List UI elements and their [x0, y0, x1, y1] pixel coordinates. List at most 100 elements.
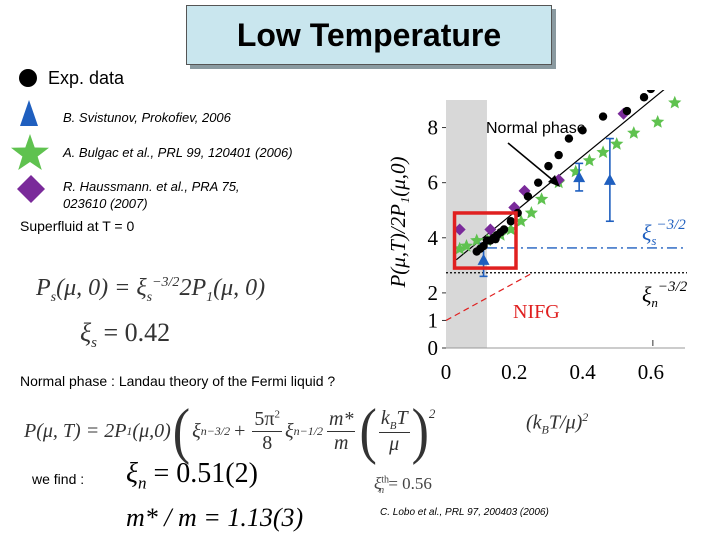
nifg-line [445, 273, 532, 321]
svistunov-point [477, 253, 490, 265]
exp-data-point [533, 178, 543, 187]
x-tick-label: 0.4 [569, 360, 596, 384]
landau-lhs-args: (μ,0) [132, 419, 171, 442]
haussmann-point [484, 223, 497, 236]
y-tick-label: 4 [428, 226, 439, 250]
legend-haussmann-label-1: R. Haussmann. et al., PRA 75, [63, 179, 240, 194]
right-term-sub: B [541, 422, 549, 437]
landau-m-num: m* [327, 407, 356, 432]
landau-xi-1: ξ [192, 419, 201, 442]
bulgac-point [582, 153, 597, 167]
xi-s-annotation: ξs−3/2 [642, 217, 686, 248]
landau-frac-den: 8 [262, 431, 273, 454]
ps-args: (μ, 0) = ξ [56, 275, 147, 301]
y-axis-label: P(μ,T)/2P₁(μ,0) [386, 156, 410, 288]
bulgac-point [627, 126, 641, 139]
landau-kt-sub: B [389, 419, 397, 432]
normal-phase-heading: Normal phase : Landau theory of the Ferm… [20, 373, 336, 389]
bulgac-marker-icon [11, 134, 49, 170]
exp-data-point [646, 90, 655, 94]
landau-lhs-sub: 1 [126, 423, 133, 438]
landau-exp-2: −1/2 [299, 423, 324, 438]
landau-lhs: P(μ, T) = 2P [24, 419, 127, 442]
we-find-label: we find : [32, 471, 85, 487]
bulgac-point [610, 137, 624, 150]
ps-rhs-sub: 1 [206, 289, 214, 305]
page-title: Low Temperature [186, 5, 552, 65]
superfluid-band [446, 100, 487, 348]
landau-kt-t: T [396, 406, 408, 429]
right-term-open: (k [526, 411, 542, 434]
landau-xi-1-sub: n [200, 423, 207, 438]
landau-m-den: m [334, 431, 349, 454]
xin-symbol: ξ [126, 458, 138, 489]
landau-paren-inner-open: ( [359, 396, 377, 466]
xis-formula: ξs = 0.42 [80, 318, 170, 352]
x-tick-label: 0.2 [501, 360, 527, 384]
exp-data-point [554, 150, 563, 160]
x-tick-label: 0 [441, 360, 452, 384]
mass-value: m* / m = 1.13(3) [126, 503, 304, 532]
highlight-box [452, 211, 518, 270]
y-tick-label: 0 [428, 336, 439, 360]
landau-paren-inner-close: ) [411, 396, 429, 466]
nifg-annotation: NIFG [513, 301, 560, 323]
bulgac-point [534, 192, 549, 205]
ps-lhs: P [36, 275, 51, 301]
landau-formula: P(μ, T) = 2P 1 (μ,0) ( ξ n −3/2 + 5π2 8 ξ n −1… [24, 397, 436, 465]
right-term-exp: 2 [582, 410, 589, 424]
y-tick-label: 1 [428, 308, 439, 332]
svistunov-point [573, 171, 586, 183]
landau-frac-mass: m* m [327, 407, 356, 455]
landau-exp-1: −3/2 [206, 423, 231, 438]
xin-value: = 0.51(2) [153, 458, 258, 489]
landau-xi-2: ξ [285, 419, 294, 442]
legend-exp-label: Exp. data [48, 68, 125, 88]
xis-sub: s [91, 335, 97, 352]
ps-rhs-args: (μ, 0) [213, 275, 266, 301]
landau-paren-open: ( [172, 396, 191, 466]
xin-result: ξn = 0.51(2) [126, 458, 258, 494]
exp-data-point [506, 217, 516, 226]
xin-theory-symbol: ξ [374, 474, 382, 493]
xin-sub: n [138, 473, 147, 493]
exp-data-point [544, 161, 553, 171]
landau-square: 2 [428, 406, 436, 421]
xis-lhs: ξ [80, 318, 92, 347]
ps-formula: Ps(μ, 0) = ξs−3/22P1(μ, 0) [36, 275, 265, 306]
exp-data-point [578, 126, 587, 135]
legend-bulgac-label: A. Bulgac et al., PRL 99, 120401 (2006) [63, 145, 293, 160]
ps-rhs: 2P [179, 275, 207, 301]
landau-kt-den: μ [389, 432, 400, 455]
y-tick-label: 2 [428, 281, 439, 305]
landau-kt-k: k [380, 406, 390, 429]
exp-data-point [499, 225, 509, 234]
y-tick-label: 6 [428, 171, 439, 195]
ps-xi-sub: s [146, 289, 153, 305]
svistunov-marker-icon [20, 100, 38, 126]
bulgac-point [459, 239, 474, 252]
bulgac-point [596, 145, 610, 158]
exp-data-point [598, 112, 608, 121]
xin-theory-sub: n [379, 485, 385, 497]
landau-frac-num: 5π [254, 407, 275, 430]
bulgac-point [524, 206, 538, 219]
bulgac-point [651, 115, 665, 128]
bulgac-point [668, 95, 682, 109]
landau-right-term: (kBT/μ)2 [526, 410, 588, 438]
right-term-tail: T/μ) [548, 411, 583, 434]
landau-frac-pi: 5π2 8 [252, 407, 283, 455]
exp-data-point [622, 106, 632, 116]
exp-data-point [639, 93, 649, 102]
mass-result: m* / m = 1.13(3) [126, 503, 303, 533]
exp-marker-icon [19, 69, 37, 87]
xin-theory: ξthn = 0.56 [374, 474, 432, 496]
svistunov-point [603, 173, 616, 185]
xin-theory-value: = 0.56 [388, 474, 432, 493]
x-tick-label: 0.6 [638, 360, 664, 384]
haussmann-marker-icon [17, 175, 45, 203]
exp-data-point [564, 134, 574, 143]
superfluid-heading: Superfluid at T = 0 [20, 218, 135, 234]
landau-plus: + [234, 419, 246, 442]
xis-val: = 0.42 [103, 318, 171, 347]
